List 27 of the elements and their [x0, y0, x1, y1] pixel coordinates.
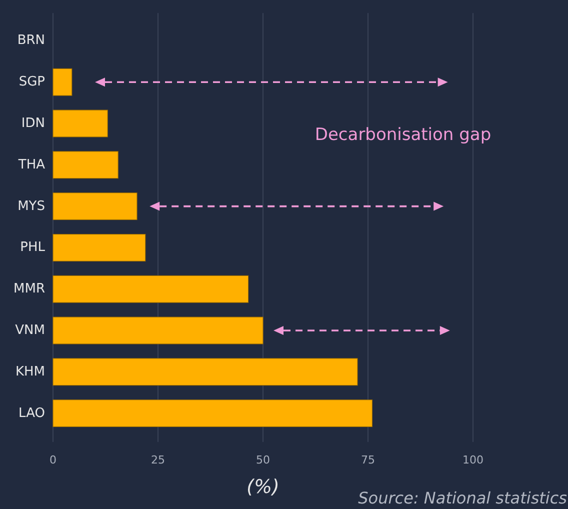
y-tick-label: MYS [18, 198, 45, 214]
y-tick-label: SGP [18, 74, 46, 90]
y-tick-label: PHL [20, 240, 46, 256]
y-tick-label: BRN [17, 33, 45, 48]
bar [52, 358, 358, 386]
y-tick-label: IDN [21, 116, 45, 131]
x-tick-label: 100 [462, 454, 484, 466]
bar [52, 234, 146, 262]
bar [52, 110, 108, 138]
bar [52, 275, 249, 303]
bar [52, 192, 138, 220]
bar [52, 400, 372, 428]
x-tick-label: 75 [361, 454, 375, 466]
y-tick-label: KHM [15, 364, 45, 380]
y-tick-label: MMR [14, 282, 45, 297]
bar [52, 68, 72, 96]
annotation: Decarbonisation gap [314, 125, 492, 145]
source-note: Source: National statistics [358, 488, 567, 508]
x-tick-label: 50 [256, 454, 270, 466]
x-axis-title: (%) [246, 476, 280, 498]
x-tick-label: 25 [151, 454, 165, 466]
x-tick-label: 0 [50, 454, 56, 466]
y-tick-label: THA [17, 157, 46, 172]
y-tick-label: VNM [15, 323, 45, 338]
bar [52, 316, 264, 344]
y-tick-label: LAO [18, 406, 45, 421]
bar [52, 151, 118, 179]
